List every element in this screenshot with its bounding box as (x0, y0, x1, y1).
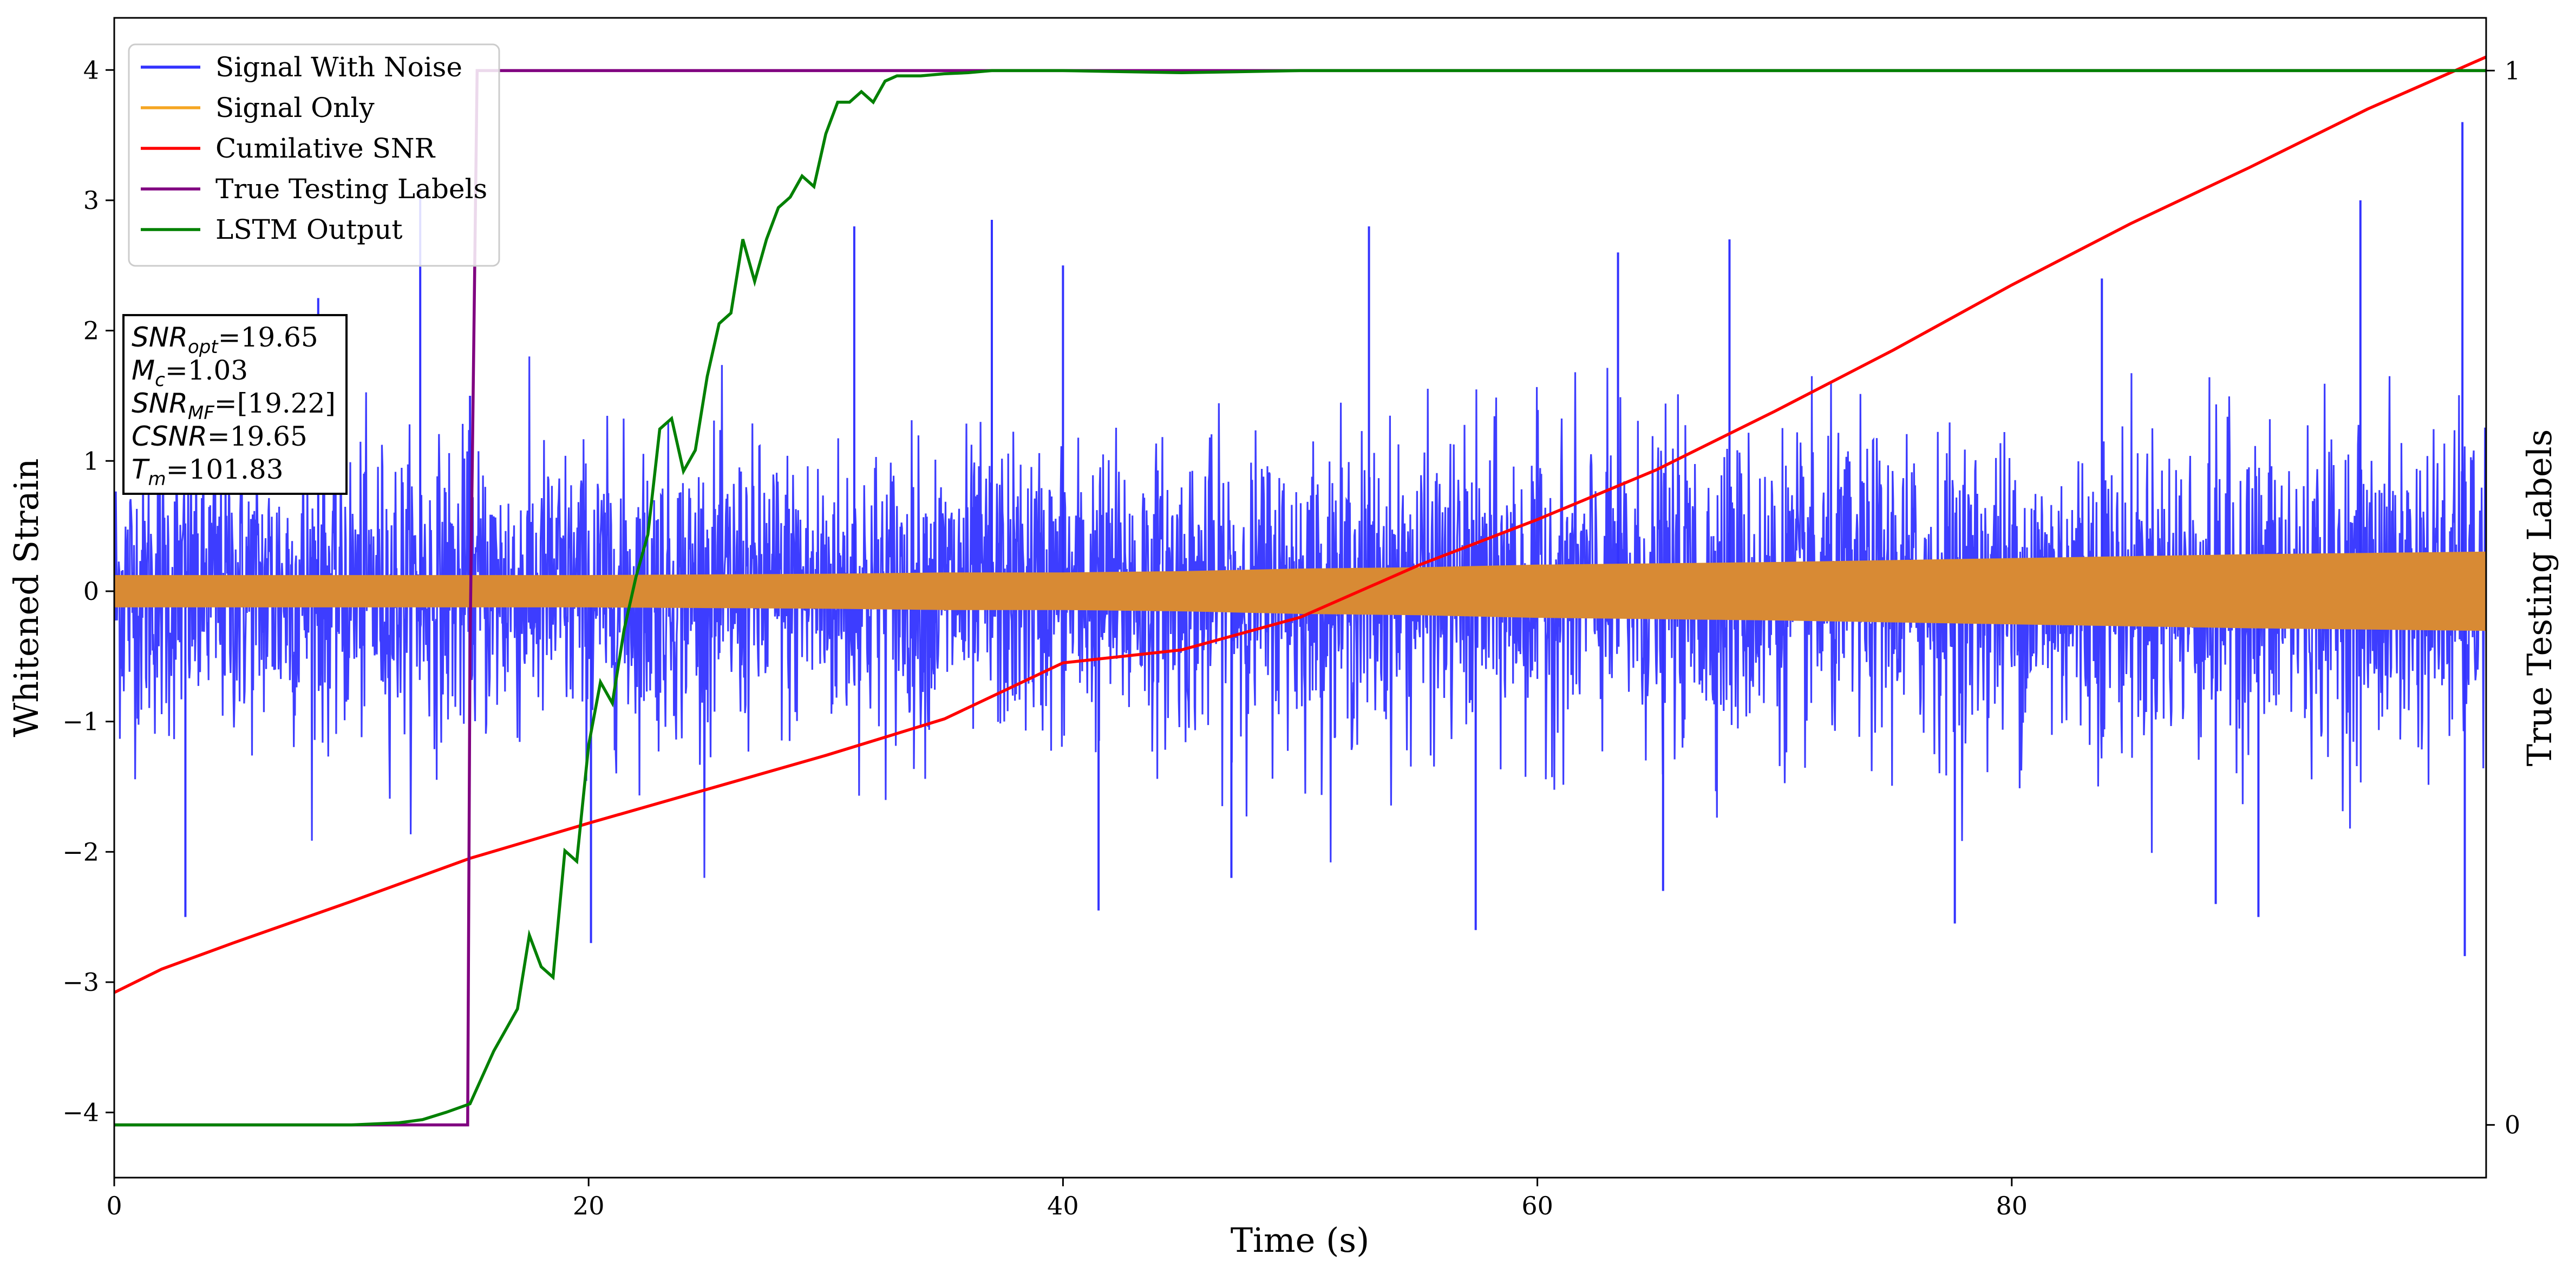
y-axis-label: Whitened Strain (6, 459, 46, 737)
y-axis-right: 01 (2486, 56, 2520, 1140)
x-tick-label: 0 (106, 1191, 122, 1220)
legend-label: Signal Only (215, 92, 375, 123)
y-tick-label: 4 (83, 55, 99, 84)
y2-axis-label: True Testing Labels (2520, 429, 2559, 767)
info-row: Tm=101.83 (132, 454, 284, 490)
y-tick-label: 3 (83, 186, 99, 215)
series-signal-only (114, 551, 2486, 631)
info-row: CSNR=19.65 (132, 421, 308, 452)
info-row: SNRMF=[19.22] (132, 388, 336, 424)
x-axis: 0 20 40 60 80 (106, 1178, 2028, 1220)
legend-label: LSTM Output (215, 214, 402, 245)
info-box: SNRopt=19.65Mc=1.03SNRMF=[19.22]CSNR=19.… (122, 314, 348, 495)
series-cumilative-snr (114, 55, 2486, 994)
x-tick-label: 80 (1996, 1191, 2028, 1220)
y-tick-label: −2 (62, 837, 99, 866)
legend-box (128, 43, 500, 267)
info-box-frame (122, 314, 348, 495)
x-tick-label: 60 (1521, 1191, 1553, 1220)
y-tick-label: −4 (62, 1098, 99, 1127)
x-tick-label: 20 (573, 1191, 605, 1220)
info-row: Mc=1.03 (132, 355, 248, 391)
legend: Signal With Noise Signal Only Cumilative S… (128, 43, 500, 267)
data-layer (114, 55, 2486, 1127)
x-tick-label: 40 (1047, 1191, 1079, 1220)
y-tick-label: 0 (83, 577, 99, 606)
y2-tick-label: 0 (2505, 1110, 2520, 1140)
info-row: SNRopt=19.65 (132, 322, 318, 358)
y2-tick-label: 1 (2505, 56, 2520, 85)
y-tick-label: 1 (83, 446, 99, 475)
legend-label: Cumilative SNR (215, 133, 435, 164)
legend-label: True Testing Labels (215, 173, 487, 205)
legend-label: Signal With Noise (215, 51, 462, 83)
x-axis-label: Time (s) (1231, 1220, 1370, 1260)
series-lstm-output (114, 69, 2486, 1127)
y-tick-label: 2 (83, 316, 99, 345)
y-tick-label: −3 (62, 968, 99, 997)
plot-frame (113, 17, 2487, 1179)
y-tick-label: −1 (62, 707, 99, 736)
y-axis-left: −4 −3 −2 −1 0 1 2 3 4 (62, 55, 114, 1127)
